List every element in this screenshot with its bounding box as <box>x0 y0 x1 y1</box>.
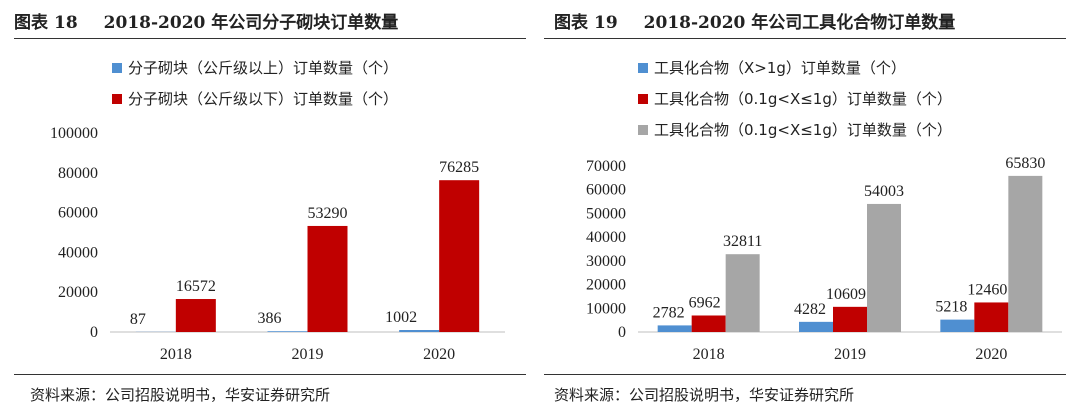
y-tick-label: 20000 <box>58 284 98 301</box>
y-tick-label: 40000 <box>586 229 626 246</box>
header-title: 2018-2020 年公司分子砌块订单数量 <box>103 13 399 33</box>
data-label: 32811 <box>723 233 762 250</box>
x-tick-label: 2019 <box>292 346 324 363</box>
y-tick-label: 0 <box>90 324 98 341</box>
legend-label: 工具化合物（0.1g<X≤1g）订单数量（个） <box>654 90 952 108</box>
legend-label: 分子砌块（公斤级以下）订单数量（个） <box>128 90 398 108</box>
bar <box>439 180 480 332</box>
data-label: 54003 <box>864 183 904 200</box>
data-label: 6962 <box>689 294 721 311</box>
bar <box>974 302 1009 332</box>
bar <box>1008 175 1043 332</box>
x-tick-label: 2018 <box>160 346 192 363</box>
header-label: 图表 <box>554 13 588 33</box>
y-tick-label: 70000 <box>586 158 626 175</box>
source-note: 资料来源：公司招股说明书，华安证券研究所 <box>30 386 331 404</box>
y-tick-label: 30000 <box>586 253 626 270</box>
data-label: 10609 <box>826 286 866 303</box>
chart-header: 图表 19 2018-2020 年公司工具化合物订单数量 <box>554 8 955 33</box>
source-note: 资料来源：公司招股说明书，华安证券研究所 <box>554 386 855 404</box>
data-label: 4282 <box>794 301 826 318</box>
legend-swatch <box>638 125 648 135</box>
data-label: 12460 <box>967 281 1007 298</box>
chart-header: 图表 18 2018-2020 年公司分子砌块订单数量 <box>14 8 398 33</box>
data-label: 53290 <box>308 205 348 222</box>
bar-chart-right: 工具化合物（X>1g）订单数量（个） 工具化合物（0.1g<X≤1g）订单数量（个… <box>586 59 1062 363</box>
legend-swatch <box>638 94 648 104</box>
x-tick-label: 2020 <box>423 346 455 363</box>
bar <box>657 325 692 332</box>
header-number: 18 <box>54 13 78 33</box>
bar <box>175 299 216 332</box>
bar <box>940 319 975 332</box>
bar <box>725 254 760 332</box>
y-tick-label: 60000 <box>586 182 626 199</box>
legend-swatch <box>638 63 648 73</box>
bar <box>833 306 867 332</box>
header-label: 图表 <box>14 13 48 33</box>
header-title: 2018-2020 年公司工具化合物订单数量 <box>643 13 956 33</box>
data-label: 386 <box>258 310 282 327</box>
footer-rule <box>14 374 526 375</box>
y-tick-label: 20000 <box>586 277 626 294</box>
header-number: 19 <box>594 13 618 33</box>
x-tick-label: 2019 <box>834 346 866 363</box>
data-label: 76285 <box>439 159 479 176</box>
legend-swatch <box>112 63 122 73</box>
bar <box>799 321 833 332</box>
legend-label: 工具化合物（0.1g<X≤1g）订单数量（个） <box>654 121 952 139</box>
data-label: 87 <box>130 311 146 328</box>
legend-label: 分子砌块（公斤级以上）订单数量（个） <box>128 59 398 77</box>
chart-panel-right: 图表 19 2018-2020 年公司工具化合物订单数量 工具化合物（X>1g）订单… <box>540 0 1080 420</box>
data-label: 65830 <box>1005 155 1045 172</box>
y-tick-label: 60000 <box>58 205 98 222</box>
x-tick-label: 2018 <box>693 346 725 363</box>
bar-chart-left: 分子砌块（公斤级以上）订单数量（个） 分子砌块（公斤级以下）订单数量（个） 0 200… <box>50 59 505 363</box>
legend-swatch <box>112 94 122 104</box>
bar <box>307 225 348 332</box>
bar <box>267 331 308 332</box>
bar <box>867 203 901 332</box>
data-label: 16572 <box>176 278 216 295</box>
legend-label: 工具化合物（X>1g）订单数量（个） <box>654 59 906 77</box>
data-label: 5218 <box>935 299 967 316</box>
y-tick-label: 100000 <box>50 125 98 142</box>
bar <box>399 330 440 332</box>
header-rule <box>544 38 1066 39</box>
y-tick-label: 40000 <box>58 244 98 261</box>
footer-rule <box>544 374 1066 375</box>
chart-panel-left: 图表 18 2018-2020 年公司分子砌块订单数量 分子砌块（公斤级以上）订单数… <box>14 8 526 404</box>
header-rule <box>14 38 526 39</box>
y-tick-label: 10000 <box>586 300 626 317</box>
y-tick-label: 50000 <box>586 205 626 222</box>
x-tick-label: 2020 <box>975 346 1007 363</box>
y-tick-label: 80000 <box>58 165 98 182</box>
bar <box>691 315 726 332</box>
y-tick-label: 0 <box>618 324 626 341</box>
data-label: 1002 <box>385 309 417 326</box>
data-label: 2782 <box>653 304 685 321</box>
